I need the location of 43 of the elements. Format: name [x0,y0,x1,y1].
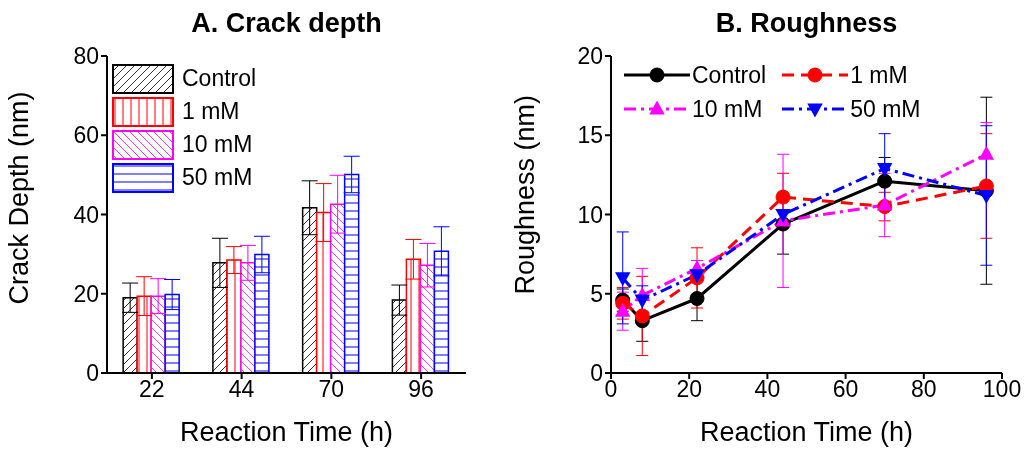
y-tick-label: 40 [73,201,99,228]
point [877,162,893,177]
legend-label: 50 mM [850,95,921,123]
point [775,208,791,223]
point [615,302,631,317]
y-tick-label: 80 [73,43,99,70]
point [877,196,893,211]
point [615,272,631,287]
y-axis-title: Roughness (nm) [509,94,540,295]
point [775,189,791,205]
legend-label: 1 mM [182,98,240,125]
point [689,291,705,307]
x-tick-label: 44 [228,376,255,403]
x-tick-label: 20 [676,376,702,403]
point [634,308,650,324]
legend-label: 50 mM [182,164,253,191]
x-tick-label: 80 [911,376,937,403]
x-tick-label: 70 [318,376,345,403]
x-axis-title: Reaction Time (h) [179,417,394,447]
x-tick-label: 60 [832,376,859,403]
x-tick-label: 100 [982,376,1022,403]
legend-label: Control [692,61,767,89]
x-tick-label: 22 [139,376,165,403]
legend-label: 1 mM [850,61,908,89]
point [978,145,995,160]
x-axis-title: Reaction Time (h) [699,417,914,447]
point [877,173,893,189]
y-tick-label: 10 [577,201,603,228]
chart-title: B. Roughness [714,8,899,39]
point [634,294,650,309]
point [978,189,995,204]
y-axis-title: Crack Depth (nm) [3,91,34,305]
y-tick-label: 20 [577,43,603,70]
y-tick-label: 20 [73,280,99,307]
y-tick-label: 5 [590,280,603,307]
y-tick-label: 15 [577,122,603,149]
legend-label: 10 mM [692,95,763,123]
x-tick-label: 40 [754,376,781,403]
y-tick-label: 60 [73,122,99,149]
x-tick-label: 96 [408,376,434,403]
legend-label: Control [182,65,257,92]
legend-label: 10 mM [182,131,253,158]
chart-title: A. Crack depth [190,8,383,39]
